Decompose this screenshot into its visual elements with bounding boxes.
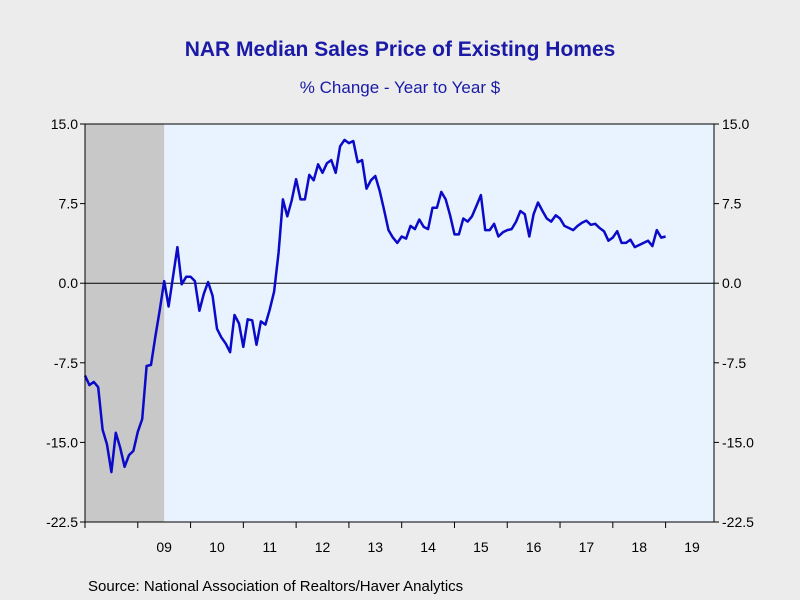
y-tick-label-left: 0.0 [59, 275, 79, 291]
x-tick-label: 16 [526, 539, 542, 555]
y-tick-label-left: -7.5 [54, 355, 78, 371]
x-tick-label: 19 [684, 539, 700, 555]
x-axis: 09 10 11 12 13 14 15 16 17 18 19 [84, 522, 700, 555]
y-tick-label-right: 15.0 [722, 116, 749, 132]
y-tick-label-right: 0.0 [722, 275, 742, 291]
x-tick-label: 09 [156, 539, 172, 555]
x-tick-label: 18 [631, 539, 647, 555]
x-tick-label: 17 [579, 539, 595, 555]
series-layer [83, 138, 666, 474]
plot-area [85, 124, 714, 522]
x-tick-label: 11 [262, 539, 277, 555]
chart-subtitle: % Change - Year to Year $ [299, 78, 501, 97]
y-tick-label-left: -22.5 [46, 514, 78, 530]
y-axis-right: 15.0 7.5 0.0 -7.5 -15.0 -22.5 [714, 116, 754, 530]
y-tick-label-right: 7.5 [722, 196, 742, 212]
recession-band [85, 124, 165, 522]
x-tick-label: 13 [368, 539, 384, 555]
y-tick-label-left: 7.5 [59, 196, 79, 212]
source-note: Source: National Association of Realtors… [88, 578, 464, 595]
y-axis-left: 15.0 7.5 0.0 -7.5 -15.0 -22.5 [46, 116, 85, 530]
x-tick-label: 12 [315, 539, 331, 555]
x-tick-label: 15 [473, 539, 489, 555]
y-tick-label-right: -22.5 [722, 514, 754, 530]
x-tick-label: 10 [209, 539, 225, 555]
y-tick-label-left: -15.0 [46, 434, 78, 450]
y-tick-label-right: -15.0 [722, 434, 754, 450]
series-line [83, 138, 666, 474]
y-tick-label-left: 15.0 [51, 116, 78, 132]
y-tick-label-right: -7.5 [722, 355, 746, 371]
chart-title: NAR Median Sales Price of Existing Homes [184, 38, 616, 61]
plot-border [84, 123, 715, 523]
x-tick-label: 14 [420, 539, 436, 555]
